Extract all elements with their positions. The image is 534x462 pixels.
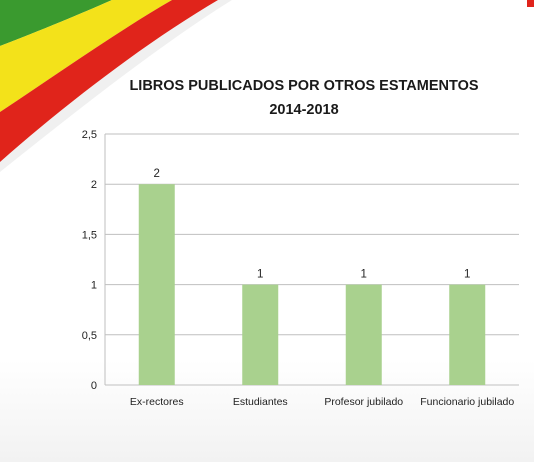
x-tick-label: Funcionario jubilado bbox=[420, 396, 514, 408]
y-tick-label: 0,5 bbox=[82, 330, 97, 342]
data-label: 1 bbox=[464, 269, 470, 281]
bar bbox=[449, 284, 486, 385]
data-label: 1 bbox=[361, 269, 367, 281]
bar bbox=[345, 284, 382, 385]
y-tick-label: 2 bbox=[91, 179, 97, 191]
flag-green-band bbox=[0, 0, 112, 46]
x-tick-label: Estudiantes bbox=[233, 396, 288, 408]
corner-red-mark bbox=[527, 0, 534, 7]
y-tick-label: 1 bbox=[91, 280, 97, 292]
y-tick-label: 1,5 bbox=[82, 229, 97, 241]
y-axis-ticks: 0 0,5 1 1,5 2 2,5 bbox=[82, 129, 97, 392]
chart-subtitle: 2014-2018 bbox=[269, 102, 338, 118]
bar bbox=[138, 184, 175, 385]
x-tick-label: Ex-rectores bbox=[130, 396, 184, 408]
y-tick-label: 2,5 bbox=[82, 129, 97, 141]
x-axis-categories: Ex-rectores Estudiantes Profesor jubilado F… bbox=[130, 396, 514, 408]
data-labels: 2 1 1 1 bbox=[154, 168, 471, 280]
y-tick-label: 0 bbox=[91, 380, 97, 392]
bar bbox=[242, 284, 279, 385]
chart-title: LIBROS PUBLICADOS POR OTROS ESTAMENTOS bbox=[129, 78, 478, 94]
flag-yellow-band bbox=[0, 0, 172, 112]
x-tick-label: Profesor jubilado bbox=[324, 396, 403, 408]
bars bbox=[138, 184, 486, 385]
data-label: 1 bbox=[257, 269, 263, 281]
data-label: 2 bbox=[154, 168, 160, 180]
